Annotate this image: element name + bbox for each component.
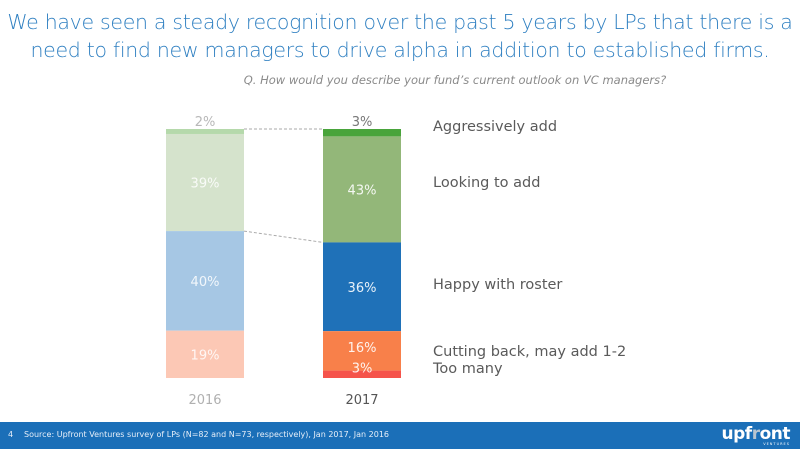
bar-segment-2017-aggressively-add: [323, 129, 401, 137]
page-number: 4: [8, 430, 14, 439]
bar-segment-2016-happy-with-roster: [166, 231, 244, 331]
footer-bar: 4 Source: Upfront Ventures survey of LPs…: [0, 422, 800, 449]
legend-looking-to-add: Looking to add: [433, 175, 541, 191]
bar-segment-2017-happy-with-roster: [323, 242, 401, 332]
legend-happy-with-roster: Happy with roster: [433, 277, 563, 293]
data-label-2016-3: 19%: [191, 348, 220, 363]
legend-cutting-back: Cutting back, may add 1-2: [433, 344, 627, 360]
bar-segment-2016-cutting-back-may-add-1-2: [166, 330, 244, 378]
data-label-2016-1: 39%: [191, 177, 220, 192]
category-label-2016: 2016: [188, 393, 221, 408]
survey-question: Q. How would you describe your fund’s cu…: [243, 73, 667, 87]
legend-aggressively-add: Aggressively add: [433, 119, 558, 135]
data-label-2017-2: 36%: [348, 281, 377, 296]
bar-segment-2016-looking-to-add: [166, 133, 244, 232]
slide-title: We have seen a steady recognition over t…: [0, 8, 800, 64]
logo-subtitle: VENTURES: [763, 442, 790, 446]
bar-segment-2016-aggressively-add: [166, 129, 244, 134]
data-label-2017-4: 3%: [352, 362, 373, 377]
data-label-2017-0: 3%: [352, 115, 373, 130]
category-label-2017: 2017: [345, 393, 378, 408]
bar-segment-2017-cutting-back-may-add-1-2: [323, 331, 401, 371]
data-label-2016-2: 40%: [191, 275, 220, 290]
upfront-logo: upfront: [721, 424, 791, 444]
bar-segment-2017-too-many: [323, 370, 401, 378]
bar-segment-2017-looking-to-add: [323, 136, 401, 243]
data-label-2017-1: 43%: [348, 183, 377, 198]
data-label-2016-0: 2%: [195, 115, 216, 130]
legend-too-many: Too many: [433, 361, 503, 377]
title-line-2: need to find new managers to drive alpha…: [30, 38, 770, 62]
source-note: Source: Upfront Ventures survey of LPs (…: [24, 430, 389, 439]
data-label-2017-3: 16%: [348, 341, 377, 356]
title-line-1: We have seen a steady recognition over t…: [7, 10, 793, 34]
connector-line-1: [243, 230, 324, 243]
stacked-bar-chart: 2% 39% 40% 19% 2016 3% 43% 36% 16% 3% 2017: [166, 115, 401, 408]
